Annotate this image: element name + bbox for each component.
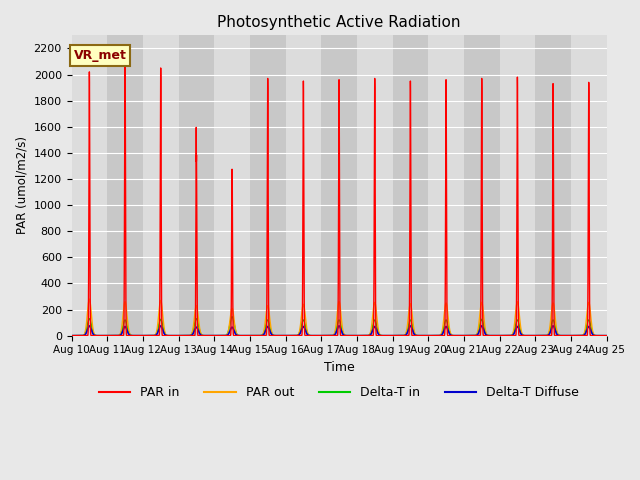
Bar	[357, 36, 392, 336]
Bar	[321, 36, 357, 336]
PAR in	[164, 333, 172, 338]
Delta-T Diffuse	[602, 333, 610, 338]
Bar	[285, 36, 321, 336]
Delta-T in	[228, 314, 236, 320]
Bar	[535, 36, 571, 336]
Line: PAR in: PAR in	[72, 46, 607, 336]
PAR out	[603, 333, 611, 338]
Delta-T Diffuse	[86, 323, 93, 329]
Text: VR_met: VR_met	[74, 49, 127, 62]
Delta-T Diffuse	[319, 333, 327, 338]
Delta-T in	[459, 333, 467, 338]
Bar	[571, 36, 607, 336]
PAR out	[164, 333, 172, 338]
PAR out	[459, 333, 467, 338]
Bar	[500, 36, 535, 336]
Line: PAR out: PAR out	[72, 299, 607, 336]
PAR in	[121, 43, 129, 48]
Delta-T in	[429, 333, 437, 338]
PAR in	[459, 333, 467, 338]
PAR out	[319, 333, 327, 338]
Delta-T Diffuse	[429, 333, 437, 338]
Bar	[143, 36, 179, 336]
Delta-T Diffuse	[603, 333, 611, 338]
PAR out	[68, 333, 76, 338]
Bar	[392, 36, 428, 336]
Delta-T in	[164, 333, 172, 338]
PAR in	[429, 333, 437, 338]
PAR in	[319, 333, 327, 338]
Y-axis label: PAR (umol/m2/s): PAR (umol/m2/s)	[15, 136, 28, 235]
PAR in	[68, 333, 76, 338]
Delta-T in	[103, 333, 111, 338]
X-axis label: Time: Time	[324, 361, 355, 374]
Bar	[428, 36, 464, 336]
Bar	[107, 36, 143, 336]
Delta-T Diffuse	[164, 333, 172, 338]
PAR out	[602, 333, 610, 338]
Bar	[72, 36, 107, 336]
Delta-T in	[603, 333, 611, 338]
Delta-T Diffuse	[68, 333, 76, 338]
Delta-T Diffuse	[459, 333, 467, 338]
Bar	[179, 36, 214, 336]
Line: Delta-T in: Delta-T in	[72, 317, 607, 336]
Bar	[214, 36, 250, 336]
PAR out	[490, 333, 497, 338]
PAR in	[489, 333, 497, 338]
Bar	[464, 36, 500, 336]
Delta-T in	[68, 333, 76, 338]
Delta-T in	[490, 333, 497, 338]
Delta-T in	[602, 333, 610, 338]
PAR out	[86, 296, 93, 302]
PAR out	[211, 333, 218, 338]
Line: Delta-T Diffuse: Delta-T Diffuse	[72, 326, 607, 336]
Delta-T in	[319, 333, 327, 338]
PAR out	[429, 333, 437, 338]
PAR in	[603, 333, 611, 338]
Delta-T Diffuse	[175, 333, 182, 338]
Legend: PAR in, PAR out, Delta-T in, Delta-T Diffuse: PAR in, PAR out, Delta-T in, Delta-T Dif…	[93, 382, 584, 405]
Title: Photosynthetic Active Radiation: Photosynthetic Active Radiation	[218, 15, 461, 30]
Bar	[250, 36, 285, 336]
PAR in	[602, 333, 610, 338]
Delta-T Diffuse	[490, 333, 497, 338]
